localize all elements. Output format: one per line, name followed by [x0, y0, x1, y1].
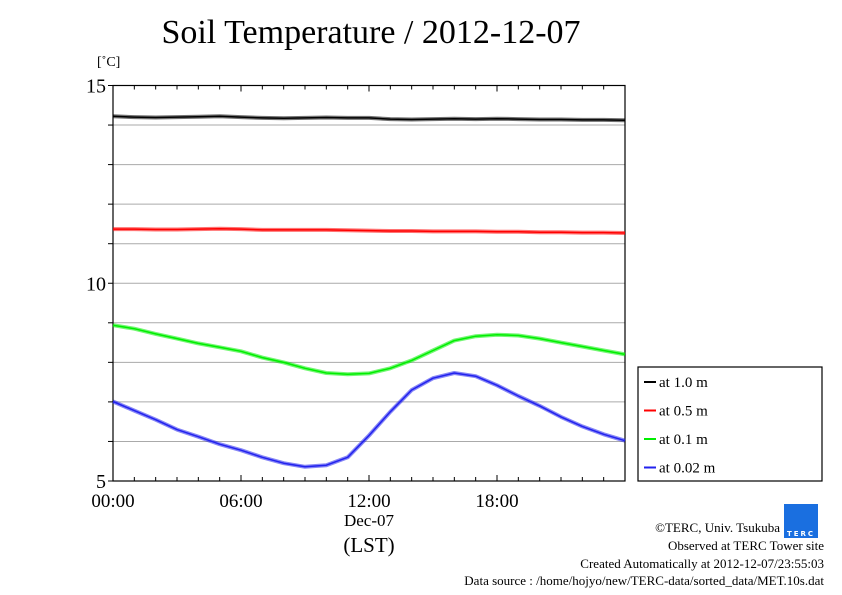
legend-label: at 0.02 m: [659, 461, 716, 477]
terc-logo: TERC: [784, 504, 818, 538]
chart-title: Soil Temperature / 2012-12-07: [161, 14, 581, 51]
y-tick-label: 10: [86, 273, 106, 295]
x-tick-label: 12:00: [347, 491, 390, 512]
created-text: Created Automatically at 2012-12-07/23:5…: [580, 556, 824, 571]
y-tick-label: 15: [86, 76, 106, 98]
series-line-0: [112, 115, 626, 122]
legend-label: at 0.5 m: [659, 404, 708, 420]
x-tick-label: 18:00: [475, 491, 518, 512]
legend-label: at 1.0 m: [659, 375, 708, 391]
series-line-1: [113, 227, 626, 234]
y-tick-label: 5: [96, 471, 106, 493]
legend-box: [637, 366, 823, 482]
series-line-halo: [112, 371, 626, 469]
legend-label: at 0.1 m: [659, 432, 708, 448]
logo-text: TERC: [786, 530, 816, 538]
series-line-2: [112, 324, 626, 375]
x-tick-label: 06:00: [219, 491, 262, 512]
x-axis-label: (LST): [343, 533, 394, 557]
y-axis-unit: [˚C]: [97, 55, 121, 70]
copyright: ©TERC, Univ. Tsukuba: [655, 520, 780, 535]
observed-text: Observed at TERC Tower site: [667, 538, 824, 553]
source-text: Data source : /home/hojyo/new/TERC-data/…: [464, 573, 824, 588]
x-tick-label: 00:00: [91, 491, 134, 512]
series-line-halo: [112, 323, 626, 377]
series-line-3: [112, 372, 626, 468]
x-date-label: Dec-07: [344, 511, 395, 530]
